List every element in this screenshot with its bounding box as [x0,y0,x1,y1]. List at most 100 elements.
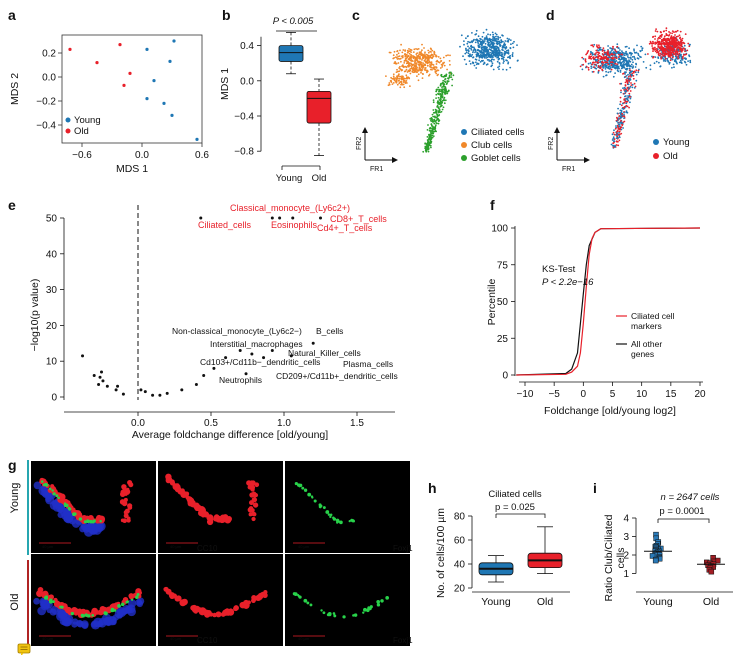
cell-dot [432,109,435,111]
cell-dot [431,66,433,69]
cell-dot [642,61,645,63]
point [92,374,96,378]
cell-dot [603,56,605,59]
panel-c-fr1-label: FR1 [370,166,383,173]
cell-dot [655,60,658,63]
cell-dot [442,106,445,109]
point-young [152,79,156,83]
point [289,354,293,358]
cell-dot [652,40,654,43]
cell-dot [619,69,622,72]
cell-dot [669,42,672,45]
cell-dot [614,67,617,70]
cell-dot [616,130,618,133]
cell-dot [472,56,475,58]
cell-dot [499,45,502,47]
cell-dot [659,65,662,68]
cell-dot [631,86,634,89]
cell-dot [405,62,408,65]
cell-dot [490,56,493,58]
cell-dot [482,31,485,34]
foxj1-signal [362,611,365,614]
cell-dot [596,46,599,48]
cc10-signal [220,612,226,617]
cell-dot [401,83,404,86]
cell-dot [678,41,680,44]
cell-dot [512,46,515,49]
point-highlight [319,216,322,220]
cell-dot [463,58,466,61]
cell-dot [408,57,410,60]
cell-dot [674,44,677,46]
cell-dot [416,75,418,77]
cell-dot [463,43,465,46]
cell-dot [439,67,442,69]
cell-dot [404,59,407,62]
cell-dot [680,38,682,41]
panel-a-axes: −0.6 0.0 0.6 0.2 0.0 −0.2 −0.4 [36,49,209,162]
panel-b-xlabel-old: Old [312,173,327,184]
cell-dot [622,127,624,129]
cell-dot [613,140,615,143]
cell-dot [608,68,611,70]
cell-dot [441,95,444,97]
cell-dot [421,68,424,70]
cell-dot [443,83,446,86]
cell-dot [662,58,665,60]
cell-dot [482,49,485,51]
foxj1-signal [327,513,331,516]
cell-dot [395,80,398,83]
cell-dot [613,141,615,144]
cell-dot [614,144,616,147]
cell-dot [607,50,609,52]
cell-dot [431,134,434,137]
foxj1-signal [135,595,139,600]
cell-dot [492,68,495,71]
cell-dot [605,64,608,67]
cell-dot [626,111,629,114]
cell-dot [649,64,652,67]
cell-dot [467,35,469,37]
cell-dot [676,29,679,32]
cell-dot [602,75,605,78]
scalebar-label-6: 40 µm [298,636,310,641]
cell-dot [605,74,608,76]
panel-h-bracket [495,513,546,518]
cell-dot [474,48,476,51]
cell-dot [410,59,413,62]
point [311,341,315,345]
cc10-signal [215,515,222,522]
foxj1-signal [307,492,312,497]
cell-dot [668,61,671,64]
cell-dot [641,49,643,52]
cell-dot [452,74,455,77]
cell-dot [485,53,488,56]
point-old [118,43,122,47]
cell-dot [656,51,659,54]
point-old [68,47,72,52]
cell-dot [672,51,675,54]
panel-i-ylabel-1: Ratio Club/Ciliated [603,514,615,601]
cell-dot [424,63,426,66]
cell-dot [626,86,629,89]
cell-dot [479,55,481,58]
foxj1-signal [294,481,298,486]
cell-dot [619,126,622,129]
nucleus [96,620,104,628]
cc10-signal [125,487,130,492]
cell-dot [674,58,677,60]
cell-dot [412,60,414,62]
cell-dot [595,58,597,61]
comment-icon[interactable] [17,643,31,655]
panel-h-boxes [478,526,563,583]
cell-dot [630,63,633,66]
cell-dot [429,64,432,67]
cell-dot [442,56,445,59]
x-tick-label: 0.6 [195,150,209,161]
cell-dot [615,57,618,60]
cell-dot [435,60,438,63]
cell-dot [592,56,594,59]
panel-f-test-name: KS-Test [542,264,576,275]
cell-dot [590,55,593,58]
cell-dot [418,53,420,55]
